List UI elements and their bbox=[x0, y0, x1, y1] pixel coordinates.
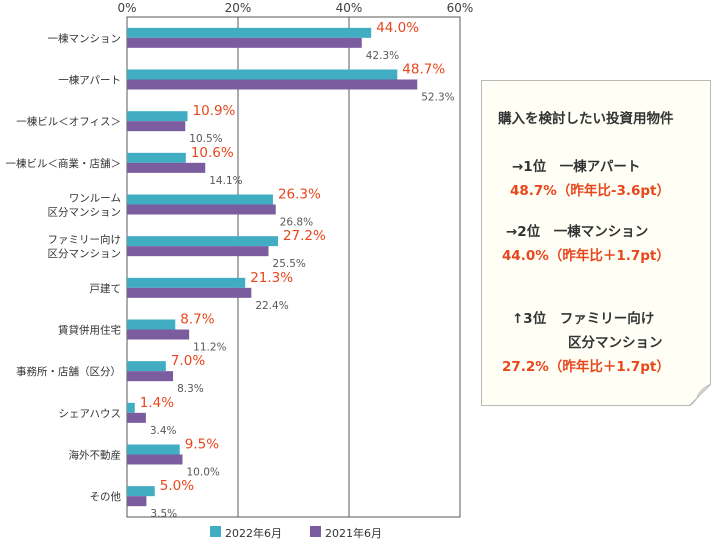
page-curl bbox=[689, 384, 711, 406]
value-label-2021: 22.4% bbox=[255, 300, 288, 312]
legend-label: 2021年6月 bbox=[325, 526, 382, 540]
rank1-label: →1位 一棟アパート bbox=[512, 159, 641, 175]
category-label: その他 bbox=[90, 490, 122, 503]
value-label-2021: 26.8% bbox=[280, 217, 313, 229]
x-tick-label: 20% bbox=[225, 1, 252, 15]
category-label: 戸建て bbox=[90, 282, 122, 295]
bar-2022 bbox=[127, 486, 155, 497]
value-label-2021: 11.2% bbox=[193, 342, 226, 354]
value-label-2022: 9.5% bbox=[185, 437, 219, 453]
rank1-value: 48.7%（昨年比-3.6pt） bbox=[510, 183, 670, 199]
bar-2021 bbox=[127, 329, 190, 340]
bar-2022 bbox=[127, 319, 176, 330]
rank3-label-line2: 区分マンション bbox=[568, 335, 663, 351]
category-label: 事務所・店舗（区分） bbox=[16, 365, 121, 378]
legend-swatch bbox=[310, 526, 321, 537]
x-tick-label: 0% bbox=[117, 1, 136, 15]
value-label-2022: 44.0% bbox=[376, 20, 419, 36]
rank3-label: ↑3位 ファミリー向け bbox=[512, 311, 655, 327]
legend-swatch bbox=[210, 526, 221, 537]
value-label-2022: 48.7% bbox=[402, 62, 445, 78]
value-label-2021: 8.3% bbox=[177, 383, 204, 395]
value-label-2021: 3.4% bbox=[150, 425, 177, 437]
bar-2021 bbox=[127, 79, 418, 90]
value-label-2022: 27.2% bbox=[283, 228, 326, 244]
bar-2021 bbox=[127, 287, 252, 298]
value-label-2021: 25.5% bbox=[273, 258, 306, 270]
category-label: 一棟アパート bbox=[58, 74, 121, 87]
bar-2021 bbox=[127, 371, 174, 382]
plot-frame bbox=[126, 16, 461, 518]
value-label-2021: 14.1% bbox=[209, 175, 242, 187]
value-label-2022: 8.7% bbox=[180, 312, 214, 328]
rank3-value: 27.2%（昨年比＋1.7pt） bbox=[502, 359, 670, 375]
bar-2021 bbox=[127, 121, 186, 132]
bar-2022 bbox=[127, 111, 188, 122]
category-label: ワンルーム bbox=[69, 193, 121, 205]
bar-2022 bbox=[127, 361, 166, 372]
bar-2021 bbox=[127, 412, 146, 423]
bar-2021 bbox=[127, 454, 183, 465]
bar-2022 bbox=[127, 194, 273, 205]
rank2-value: 44.0%（昨年比＋1.7pt） bbox=[502, 248, 670, 264]
category-label: 区分マンション bbox=[48, 207, 122, 219]
bar-2022 bbox=[127, 152, 186, 163]
category-label: 一棟ビル＜オフィス＞ bbox=[16, 115, 121, 128]
bar-2022 bbox=[127, 69, 398, 80]
value-label-2022: 26.3% bbox=[278, 187, 321, 203]
value-label-2022: 1.4% bbox=[140, 395, 174, 411]
bar-2021 bbox=[127, 162, 206, 173]
category-label: シェアハウス bbox=[58, 408, 121, 420]
bar-2021 bbox=[127, 246, 269, 257]
legend-label: 2022年6月 bbox=[225, 526, 282, 540]
x-tick-label: 40% bbox=[336, 1, 363, 15]
value-label-2022: 21.3% bbox=[250, 270, 293, 286]
bar-2022 bbox=[127, 444, 180, 455]
bar-2021 bbox=[127, 204, 276, 215]
value-label-2021: 3.5% bbox=[150, 508, 177, 520]
value-label-2022: 5.0% bbox=[160, 478, 194, 494]
category-label: 区分マンション bbox=[48, 248, 122, 260]
category-label: ファミリー向け bbox=[48, 233, 122, 246]
category-label: 賃貸併用住宅 bbox=[58, 324, 121, 337]
note-title: 購入を検討したい投資用物件 bbox=[498, 111, 674, 127]
value-label-2022: 7.0% bbox=[171, 353, 205, 369]
value-label-2022: 10.9% bbox=[192, 103, 235, 119]
x-tick-label: 60% bbox=[447, 1, 474, 15]
value-label-2021: 52.3% bbox=[421, 92, 454, 104]
bar-2022 bbox=[127, 27, 372, 38]
bar-2022 bbox=[127, 277, 246, 288]
category-label: 一棟マンション bbox=[48, 32, 122, 45]
bar-2022 bbox=[127, 402, 135, 413]
rank2-label: →2位 一棟マンション bbox=[506, 224, 649, 240]
category-label: 一棟ビル＜商業・店舗＞ bbox=[6, 157, 122, 170]
category-label: 海外不動産 bbox=[69, 449, 122, 462]
bar-2022 bbox=[127, 236, 278, 247]
summary-note: 購入を検討したい投資用物件 →1位 一棟アパート 48.7%（昨年比-3.6pt… bbox=[481, 80, 711, 406]
value-label-2022: 10.6% bbox=[191, 145, 234, 161]
bar-2021 bbox=[127, 37, 362, 48]
value-label-2021: 42.3% bbox=[366, 50, 399, 62]
bar-2021 bbox=[127, 496, 147, 507]
value-label-2021: 10.5% bbox=[189, 133, 222, 145]
value-label-2021: 10.0% bbox=[187, 467, 220, 479]
